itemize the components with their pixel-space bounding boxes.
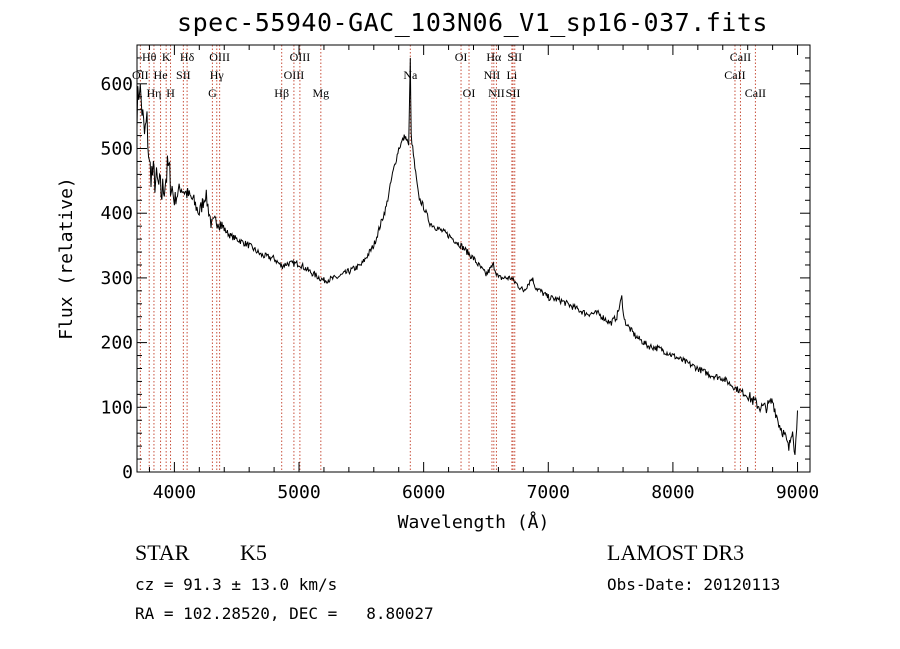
x-tick-label: 8000 [651,482,694,503]
x-tick-label: 5000 [277,482,320,503]
coordinates: RA = 102.28520, DEC = 8.80027 [135,604,434,623]
line-markers [139,45,756,472]
chart-title: spec-55940-GAC_103N06_V1_sp16-037.fits [177,8,768,37]
y-tick-label: 400 [100,203,133,224]
line-label: K [162,50,171,64]
axes: 4000 5000 6000 7000 8000 9000 0 100 200 300 400 500… [100,45,819,503]
line-label: OI [463,86,476,100]
line-label: Hα [486,50,502,64]
line-label: CaII [724,68,745,82]
line-label: NII [488,86,505,100]
line-label: NII [484,68,501,82]
line-label: Na [403,68,418,82]
line-label: SII [176,68,191,82]
object-subclass: K5 [240,540,267,565]
line-label: OIII [290,50,311,64]
line-label: CaII [745,86,766,100]
y-tick-label: 600 [100,74,133,95]
line-label: SII [506,86,521,100]
spectrum-line [136,57,798,456]
survey-name: LAMOST DR3 [607,540,745,565]
line-label: OIII [209,50,230,64]
y-tick-label: 300 [100,268,133,289]
line-label: He [154,68,168,82]
line-label: OI [455,50,468,64]
y-tick-label: 500 [100,139,133,160]
x-tick-label: 6000 [402,482,445,503]
observation-date: Obs-Date: 20120113 [607,575,781,594]
y-tick-label: 0 [122,462,133,483]
line-label: Hβ [274,86,289,100]
redshift-velocity: cz = 91.3 ± 13.0 km/s [135,575,338,594]
line-label: Mg [312,86,329,100]
x-tick-label: 9000 [776,482,819,503]
line-label: Hη [146,86,161,100]
line-label: Li [507,68,518,82]
spectrum-series [136,57,798,456]
line-label: Hδ [180,50,195,64]
y-axis-label: Flux (relative) [56,177,77,340]
x-axis-label: Wavelength (Å) [398,511,550,533]
line-label: Hθ [142,50,157,64]
line-label: G [208,86,217,100]
line-label: H [166,86,175,100]
object-class: STAR [135,540,190,565]
line-label: SII [507,50,522,64]
line-label: OII [132,68,149,82]
line-label: Hγ [210,68,225,82]
line-label: OIII [284,68,305,82]
line-label: CaII [730,50,751,64]
x-tick-label: 4000 [153,482,196,503]
y-tick-label: 100 [100,397,133,418]
x-tick-label: 7000 [527,482,570,503]
y-tick-label: 200 [100,333,133,354]
